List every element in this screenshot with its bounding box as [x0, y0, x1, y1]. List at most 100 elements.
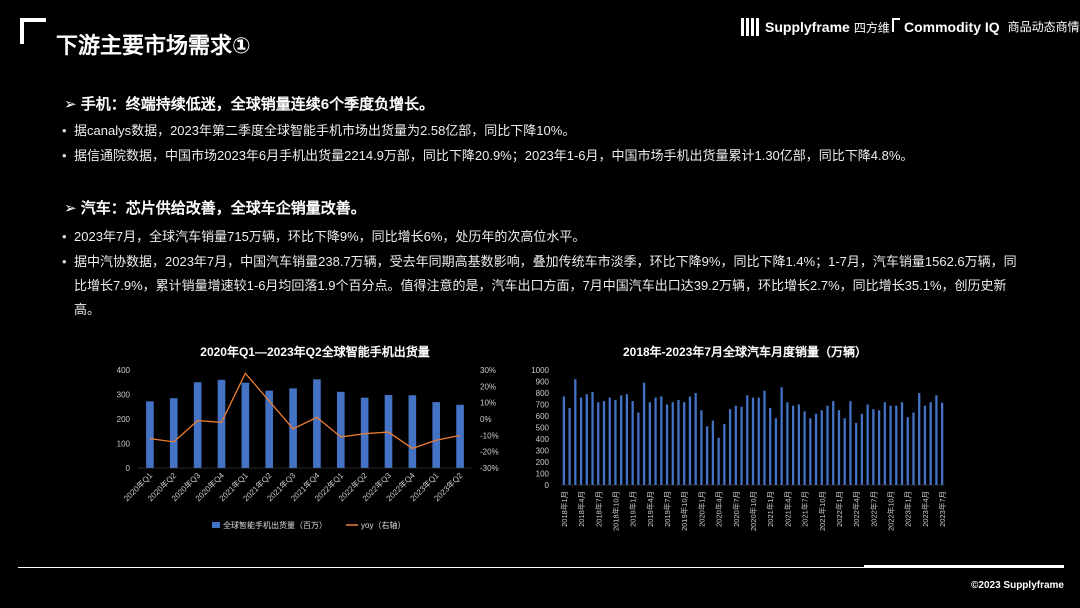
phone-section-heading: ➢ 手机：终端持续低迷，全球销量连续6个季度负增长。: [64, 96, 435, 113]
auto-x-label: 2019年10月: [679, 491, 689, 531]
phone-left-tick: 400: [117, 366, 131, 375]
auto-bar: [734, 405, 737, 485]
auto-x-label: 2018年4月: [576, 491, 586, 527]
phone-bar: [456, 404, 464, 468]
auto-y-tick: 900: [536, 378, 550, 387]
auto-bar: [706, 426, 709, 485]
auto-x-label: 2021年7月: [800, 491, 810, 527]
phone-left-tick: 300: [117, 391, 131, 400]
auto-bar: [814, 413, 818, 485]
phone-bar: [241, 382, 250, 468]
auto-x-label: 2021年1月: [765, 491, 775, 527]
auto-bar: [751, 397, 755, 485]
ciq-bracket-icon: [892, 17, 900, 32]
auto-bar: [780, 387, 783, 485]
auto-y-tick: 400: [536, 435, 550, 444]
auto-x-label: 2018年7月: [593, 491, 603, 527]
phone-bar: [408, 395, 417, 468]
auto-bar: [906, 417, 909, 485]
supplyframe-brand-cn: 四方维: [853, 20, 890, 35]
phone-left-tick: 100: [117, 440, 131, 449]
phone-legend-bar-swatch: [212, 522, 220, 528]
phone-left-tick: 200: [117, 415, 131, 424]
phone-bar: [336, 391, 345, 468]
auto-y-tick: 300: [536, 447, 550, 456]
phone-bar: [265, 390, 274, 468]
auto-bar: [648, 402, 651, 485]
auto-bar: [929, 402, 932, 485]
auto-bar: [923, 405, 927, 485]
auto-bar: [757, 397, 760, 485]
auto-y-tick: 100: [536, 470, 550, 479]
auto-bar: [774, 418, 778, 485]
auto-x-label: 2020年7月: [731, 491, 741, 527]
auto-bar: [866, 404, 869, 485]
auto-bar: [895, 405, 898, 485]
auto-x-label: 2022年1月: [834, 491, 844, 527]
phone-bar: [360, 397, 369, 468]
auto-bar: [889, 405, 892, 485]
footer-divider: [18, 567, 1064, 568]
auto-bar: [654, 397, 657, 485]
phone-right-tick: -30%: [480, 464, 499, 473]
footer-accent: [864, 565, 1064, 568]
phone-bar: [432, 402, 441, 468]
auto-bar: [631, 401, 634, 485]
auto-bar: [791, 405, 795, 485]
auto-bar: [665, 404, 669, 485]
auto-bar: [746, 395, 749, 485]
auto-bar: [940, 402, 944, 485]
auto-bar: [614, 399, 617, 485]
supplyframe-logo: Supplyframe 四方维: [741, 18, 890, 36]
auto-bar: [608, 397, 611, 485]
auto-bar: [637, 412, 640, 485]
auto-y-tick: 600: [536, 412, 550, 421]
auto-bar: [579, 397, 583, 485]
auto-bar: [591, 391, 594, 485]
auto-x-label: 2022年4月: [851, 491, 861, 527]
phone-left-tick: 0: [126, 464, 131, 473]
auto-bar: [837, 410, 841, 485]
phone-bar: [193, 382, 202, 468]
auto-bar: [562, 396, 566, 485]
phone-right-tick: -20%: [480, 448, 499, 457]
auto-bar: [688, 396, 692, 485]
auto-bar: [574, 379, 577, 485]
auto-bar: [620, 395, 623, 485]
auto-bar: [625, 394, 629, 485]
auto-x-label: 2023年1月: [903, 491, 913, 527]
auto-y-tick: 800: [536, 389, 550, 398]
auto-x-label: 2018年10月: [610, 491, 620, 531]
phone-right-tick: 20%: [480, 382, 496, 391]
auto-bar: [642, 382, 646, 485]
auto-bar: [855, 422, 858, 485]
auto-bar: [797, 404, 800, 485]
auto-bullet-2: 据中汽协数据，2023年7月，中国汽车销量238.7万辆，受去年同期高基数影响，…: [62, 250, 1022, 322]
auto-y-tick: 700: [536, 401, 550, 410]
auto-x-label: 2020年4月: [714, 491, 724, 527]
auto-bar: [723, 424, 726, 485]
auto-x-label: 2021年10月: [817, 491, 827, 531]
auto-x-label: 2022年7月: [868, 491, 878, 527]
auto-bar: [568, 407, 571, 485]
auto-y-tick: 200: [536, 458, 550, 467]
supplyframe-grid-icon: [741, 18, 761, 36]
supplyframe-brand: Supplyframe: [765, 19, 850, 35]
auto-bar: [918, 393, 921, 485]
phone-bar: [313, 379, 321, 468]
auto-x-label: 2019年4月: [645, 491, 655, 527]
auto-x-label: 2020年10月: [748, 491, 758, 531]
auto-bar: [809, 418, 812, 485]
auto-bar: [912, 412, 915, 485]
auto-bar: [585, 394, 588, 485]
auto-x-label: 2019年7月: [662, 491, 672, 527]
auto-x-label: 2018年1月: [559, 491, 569, 527]
auto-section-heading: ➢ 汽车：芯片供给改善，全球车企销量改善。: [64, 200, 366, 217]
phone-right-tick: -10%: [480, 431, 499, 440]
auto-x-label: 2023年7月: [937, 491, 947, 527]
auto-bar: [700, 410, 703, 485]
commodity-iq-logo: Commodity IQ 商品动态商情: [892, 17, 1080, 35]
phone-shipments-chart: 0100200300400-30%-20%-10%0%10%20%30%2020…: [117, 366, 499, 530]
auto-bar: [717, 437, 720, 485]
auto-bar: [683, 402, 686, 485]
